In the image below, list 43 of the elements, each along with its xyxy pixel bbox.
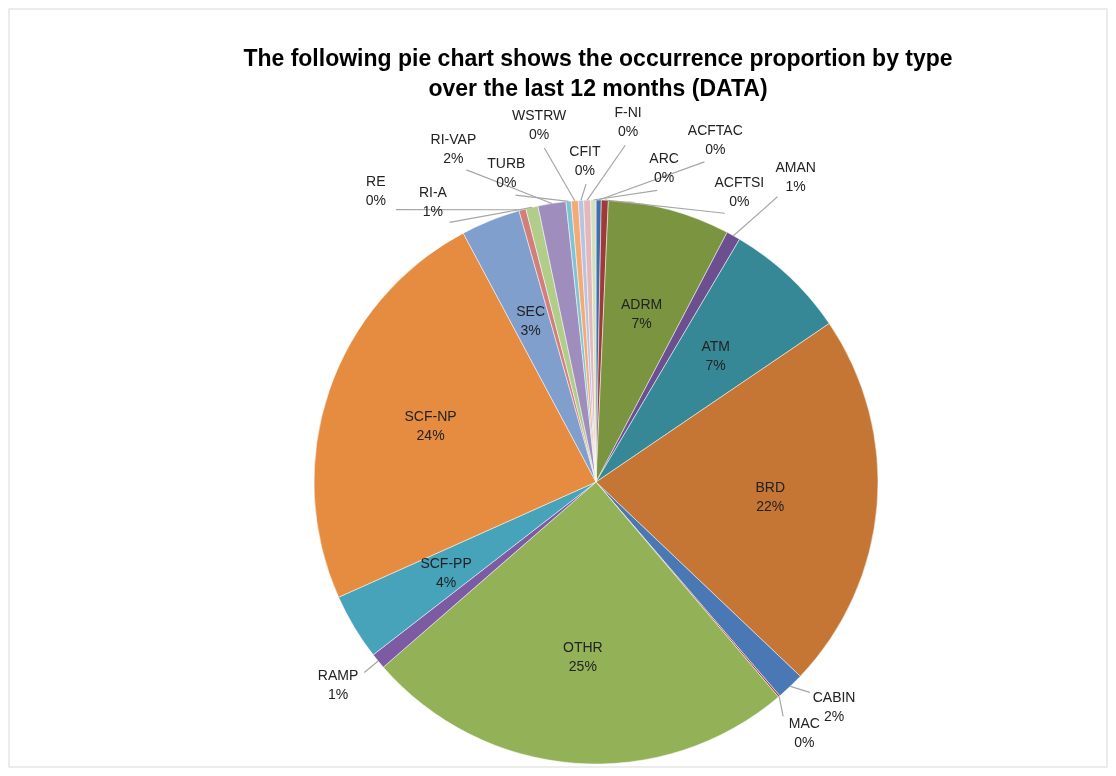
data-label: 0% [618, 123, 639, 140]
data-label: 1% [327, 686, 349, 703]
data-label: 25% [568, 658, 597, 675]
slice-label: SCF-NP [404, 408, 457, 425]
data-label: 0% [705, 141, 726, 158]
slice-label: RI-A [418, 184, 448, 201]
data-label: 3% [520, 321, 541, 338]
data-label: 0% [653, 168, 675, 185]
data-label: 4% [435, 573, 457, 590]
data-label: 0% [365, 191, 386, 208]
data-label: 22% [756, 498, 785, 515]
slice-label: ADRM [620, 296, 663, 313]
chart-title: The following pie chart shows the occurrence proportion by type over the last 12 months (DATA) [243, 45, 953, 101]
slice-label: RAMP [317, 667, 359, 684]
data-label: 0% [729, 193, 750, 210]
slice-label: RE [366, 172, 386, 189]
data-label: 0% [529, 126, 550, 143]
slice-label: SCF-PP [420, 554, 472, 571]
slice-label: MAC [788, 714, 820, 731]
data-label: 24% [416, 427, 445, 444]
slice-label: F-NI [614, 104, 642, 121]
data-label: 0% [574, 162, 596, 179]
slice-label: CABIN [812, 688, 856, 705]
slice-label: WSTRW [512, 107, 568, 124]
slice-label: ARC [649, 149, 679, 166]
slice-label: OTHR [562, 639, 603, 656]
slice-label: ATM [701, 337, 730, 354]
slice-label: SEC [516, 302, 546, 319]
data-label: 1% [785, 178, 806, 195]
data-label: 7% [631, 315, 652, 332]
slice-label: TURB [487, 154, 526, 171]
slice-label: BRD [755, 479, 786, 496]
data-label: 0% [496, 173, 517, 190]
slice-label: AMAN [775, 159, 816, 176]
slice-label: RI-VAP [430, 130, 477, 147]
data-label: 2% [443, 149, 464, 166]
slice-label: ACFTSI [714, 174, 765, 191]
slice-label: CFIT [569, 143, 601, 160]
data-label: 2% [823, 707, 845, 724]
data-label: 0% [794, 733, 815, 750]
data-label: 1% [422, 203, 444, 220]
data-label: 7% [705, 356, 726, 373]
slice-label: ACFTAC [687, 122, 743, 139]
